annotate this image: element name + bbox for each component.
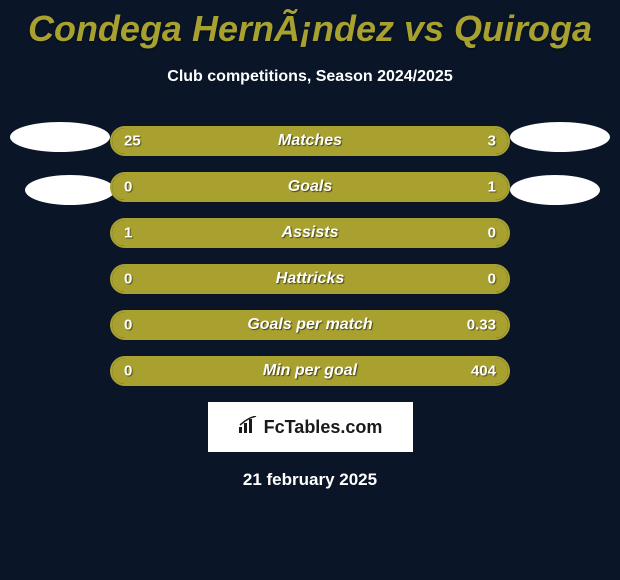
stat-value-left: 25 <box>124 133 141 150</box>
stat-value-left: 0 <box>124 179 132 196</box>
stat-row: 1 0 Assists <box>110 218 510 248</box>
stat-label: Hattricks <box>276 270 344 288</box>
stat-fill-right <box>460 220 508 246</box>
stat-label: Matches <box>278 132 342 150</box>
stat-label: Goals per match <box>247 316 372 334</box>
logo-box: FcTables.com <box>208 402 413 452</box>
stat-fill-left <box>112 174 175 200</box>
stat-fill-left <box>112 128 405 154</box>
stat-value-right: 3 <box>488 133 496 150</box>
stat-fill-left <box>112 312 175 338</box>
stat-value-right: 0 <box>488 271 496 288</box>
stat-row: 0 0 Hattricks <box>110 264 510 294</box>
stat-value-left: 0 <box>124 317 132 334</box>
stat-value-right: 0 <box>488 225 496 242</box>
stat-label: Min per goal <box>263 362 357 380</box>
date: 21 february 2025 <box>0 470 620 490</box>
stat-fill-left <box>112 358 175 384</box>
subtitle: Club competitions, Season 2024/2025 <box>0 68 620 86</box>
stat-value-left: 1 <box>124 225 132 242</box>
logo-label: FcTables.com <box>264 417 383 438</box>
stat-value-right: 404 <box>471 363 496 380</box>
stat-fill-right <box>318 266 508 292</box>
stat-value-right: 1 <box>488 179 496 196</box>
stat-row: 0 404 Min per goal <box>110 356 510 386</box>
stat-value-right: 0.33 <box>467 317 496 334</box>
stat-row: 25 3 Matches <box>110 126 510 156</box>
main-container: Condega HernÃ¡ndez vs Quiroga Club compe… <box>0 0 620 490</box>
stat-value-left: 0 <box>124 271 132 288</box>
stat-label: Assists <box>282 224 339 242</box>
stat-fill-right <box>175 174 508 200</box>
stat-row: 0 1 Goals <box>110 172 510 202</box>
logo: FcTables.com <box>238 416 383 439</box>
stat-value-left: 0 <box>124 363 132 380</box>
stats-area: 25 3 Matches 0 1 Goals 1 0 Assists 0 0 Hattricks 0 0.… <box>0 126 620 386</box>
stat-label: Goals <box>288 178 332 196</box>
stat-row: 0 0.33 Goals per match <box>110 310 510 340</box>
page-title: Condega HernÃ¡ndez vs Quiroga <box>0 8 620 50</box>
chart-icon <box>238 416 260 439</box>
